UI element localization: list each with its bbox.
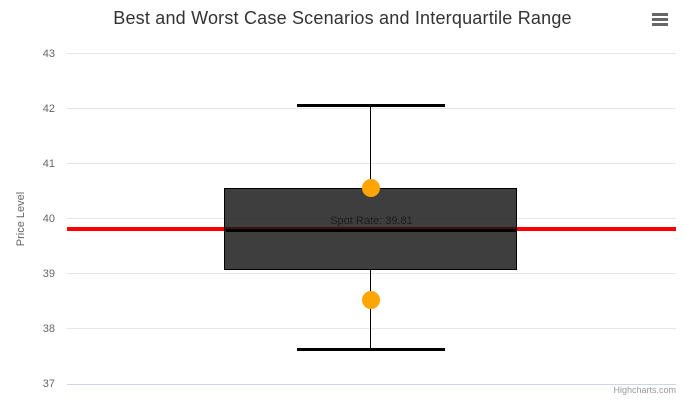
y-tick-label: 41 [42,157,55,170]
y-tick-label: 43 [42,47,55,60]
y-tick-label: 37 [42,378,55,390]
boxplot-high-whisker [296,104,445,108]
y-gridline [67,273,676,275]
context-menu-button[interactable] [648,8,672,30]
chart-title: Best and Worst Case Scenarios and Interq… [113,8,572,28]
boxplot-lower-stem [369,269,372,350]
y-gridline [67,328,676,330]
spot-rate-label: Spot Rate: 39.81 [330,215,413,227]
y-gridline [67,53,676,54]
scatter-marker[interactable] [361,178,380,197]
boxplot-median-line [225,229,516,232]
credits-link[interactable]: Highcharts.com [613,385,676,395]
y-tick-label: 38 [42,322,55,335]
y-gridline [67,163,676,165]
boxplot-low-whisker [296,348,445,352]
y-tick-label: 39 [42,267,55,280]
y-gridline [67,383,676,385]
boxplot-upper-stem [369,105,372,188]
y-gridline [67,108,676,110]
scatter-marker[interactable] [361,290,380,309]
y-tick-label: 42 [42,102,55,115]
y-tick-label: 40 [42,212,55,225]
hamburger-icon [652,12,668,26]
